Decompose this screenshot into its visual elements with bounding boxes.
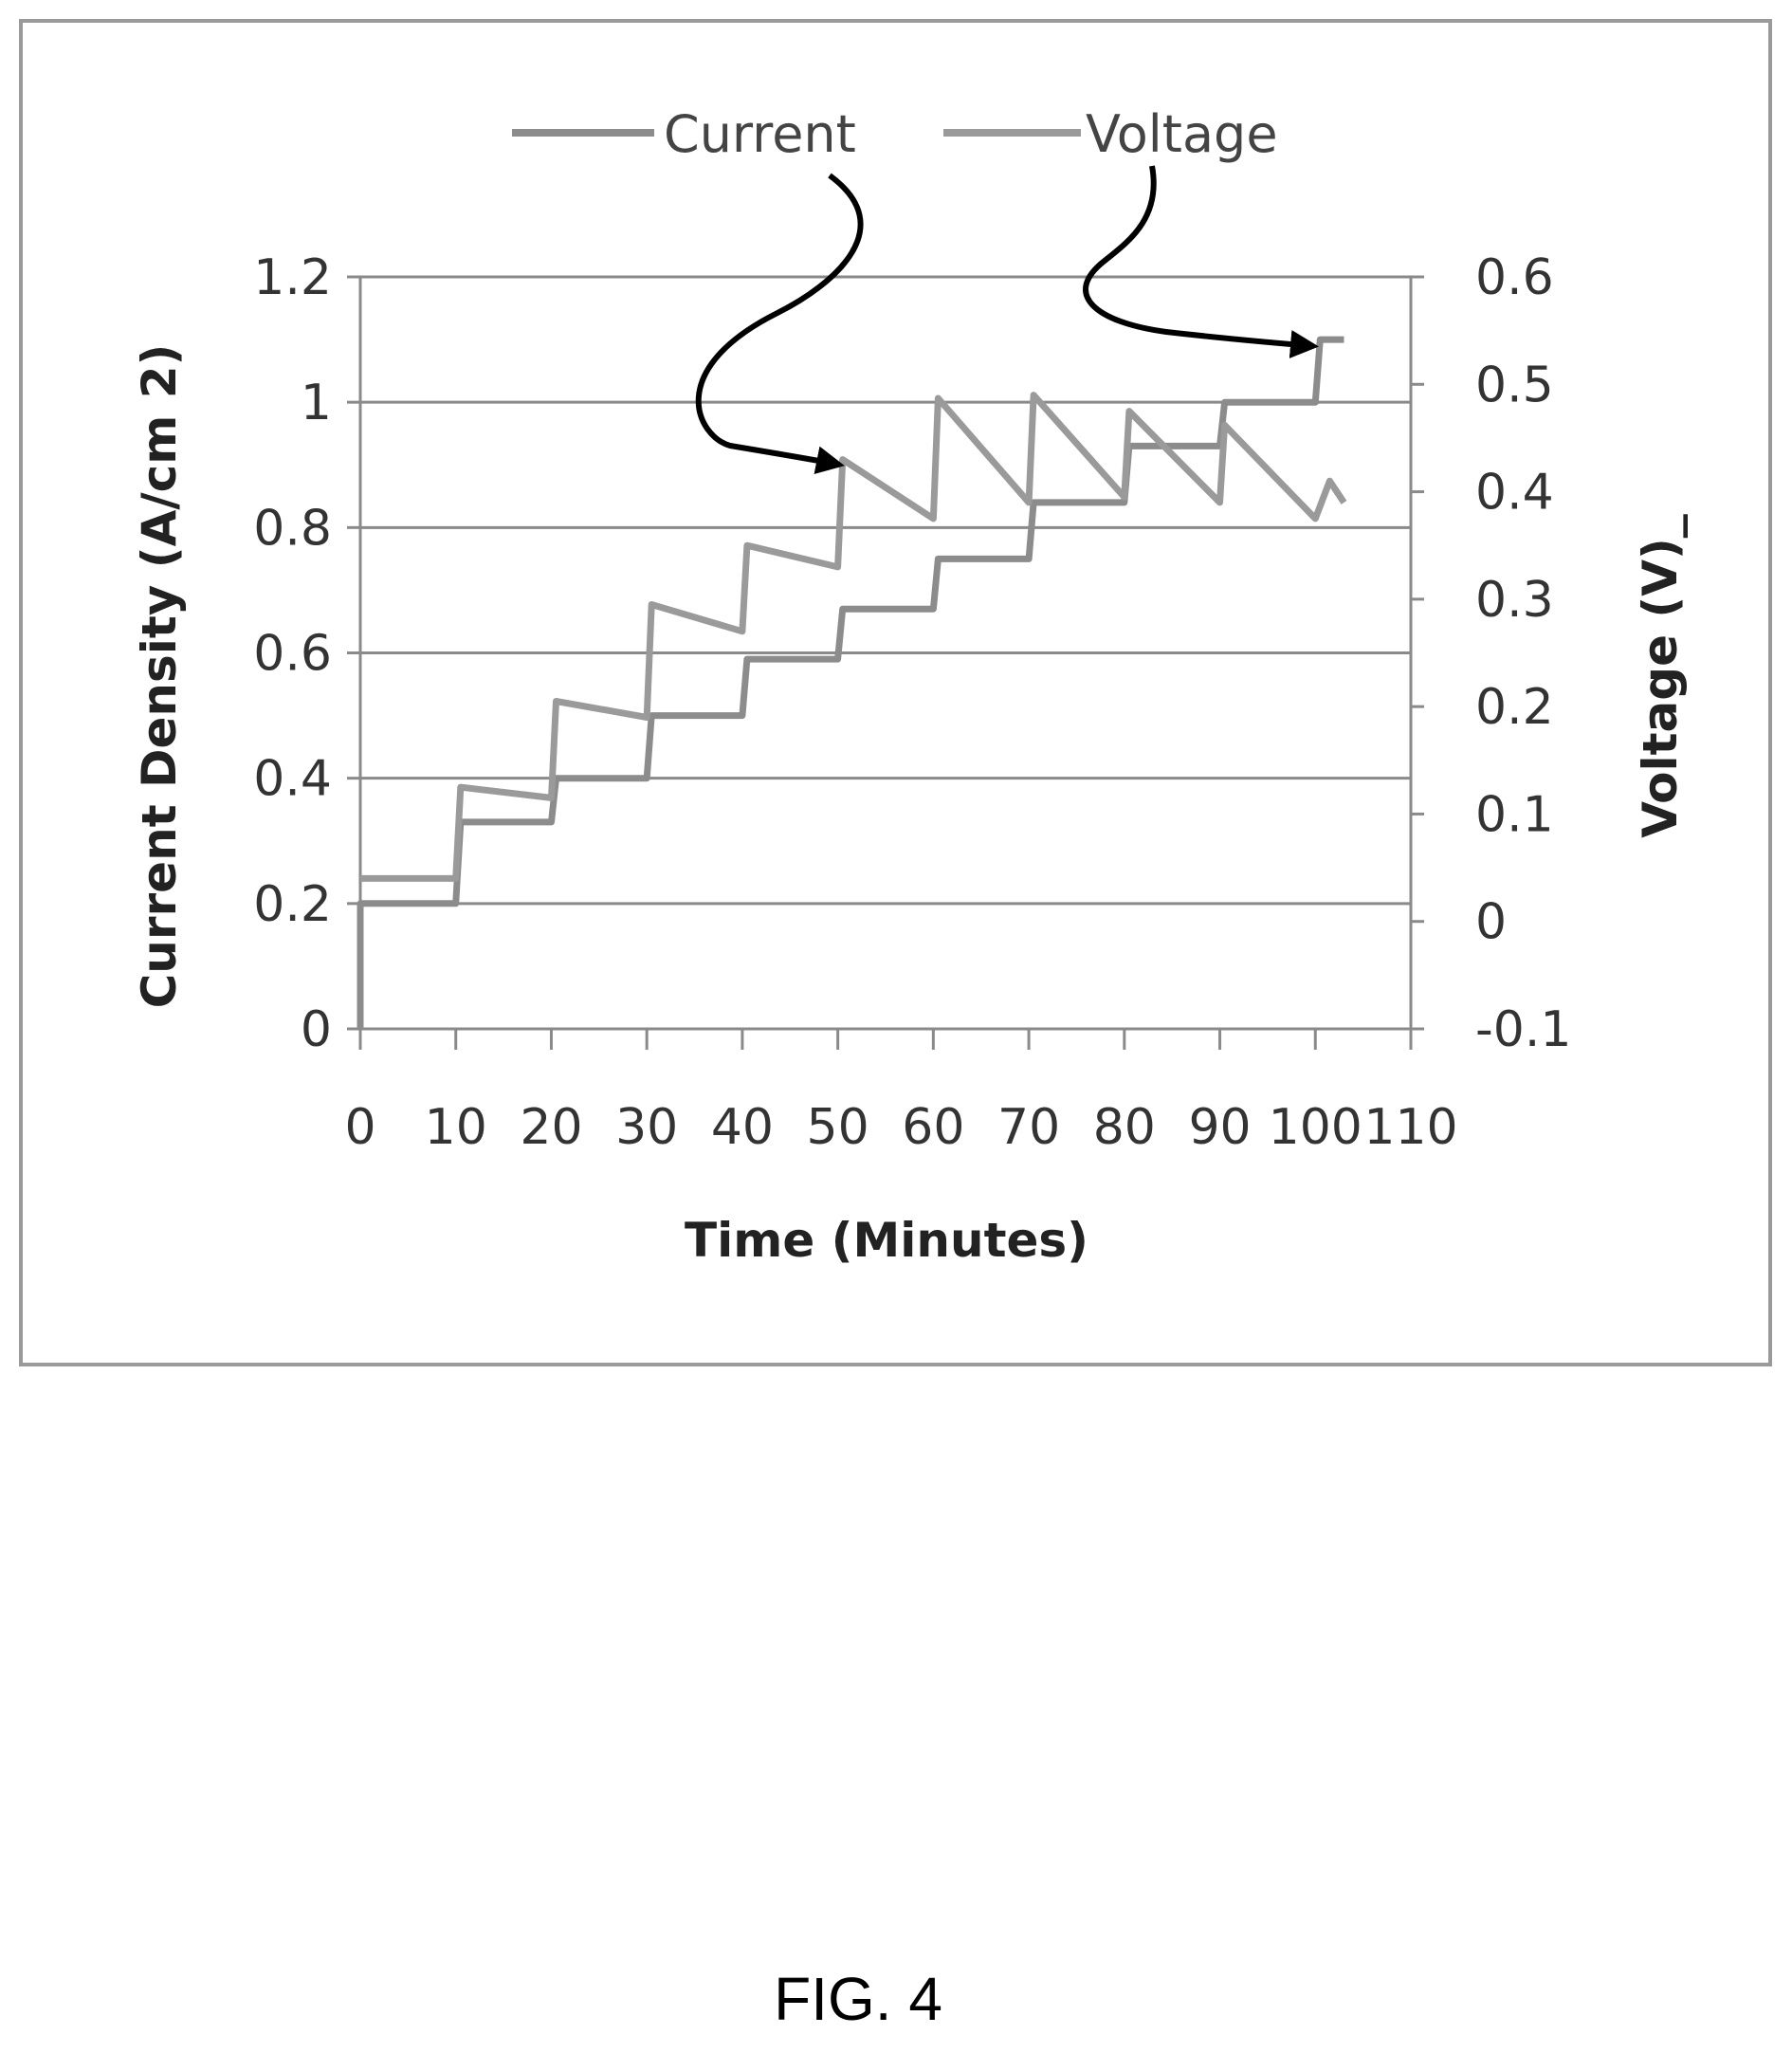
x-tick-label: 0 [344,1099,375,1156]
y2-tick-label: 0.6 [1475,249,1554,306]
x-tick-label: 70 [997,1099,1060,1156]
y2-tick-label: 0.5 [1475,357,1554,413]
x-tick-label: 20 [520,1099,582,1156]
y-axis-title: Current Density (A/cm 2) [132,344,187,1009]
x-tick-label: 10 [425,1099,487,1156]
y2-tick-label: 0.4 [1475,465,1554,522]
figure-caption: FIG. 4 [774,1965,942,2033]
x-tick-label: 50 [807,1099,869,1156]
y2-tick-label: 0.2 [1475,679,1554,736]
y-tick-label: 1 [301,375,332,431]
x-tick-label: 100 [1269,1099,1362,1156]
x-tick-label: 80 [1093,1099,1156,1156]
gridlines [360,275,1411,906]
chart-frame [19,19,1772,1366]
x-axis-title: Time (Minutes) [685,1213,1088,1268]
y2-tick-label: 0.1 [1475,786,1554,843]
y-tick-label: 0.6 [253,626,332,683]
y-tick-label: 0.4 [253,751,332,808]
annotation-arrow-voltage [1083,165,1319,358]
y2-axis-title: Voltage (V)_ [1633,514,1688,838]
axes: 0 0.2 0.4 0.6 0.8 1 1.2 -0.1 0 0.1 0.2 0.3 0.4 0.5 0.6… [253,249,1571,1156]
x-tick-label: 110 [1363,1099,1457,1156]
legend-label-voltage: Voltage [1086,104,1278,164]
y-tick-label: 0.2 [253,876,332,933]
y-tick-label: 1.2 [253,249,332,306]
x-tick-label: 30 [615,1099,678,1156]
y2-tick-label: 0 [1475,894,1507,951]
x-tick-label: 40 [711,1099,774,1156]
y2-tick-label: -0.1 [1475,1001,1571,1058]
annotation-arrow-current [695,173,864,475]
legend-label-current: Current [664,104,856,164]
legend: Current Voltage [512,104,1278,164]
y-tick-label: 0 [301,1001,332,1058]
x-tick-label: 60 [902,1099,964,1156]
y2-tick-label: 0.3 [1475,572,1554,629]
x-tick-label: 90 [1188,1099,1251,1156]
y-tick-label: 0.8 [253,500,332,557]
